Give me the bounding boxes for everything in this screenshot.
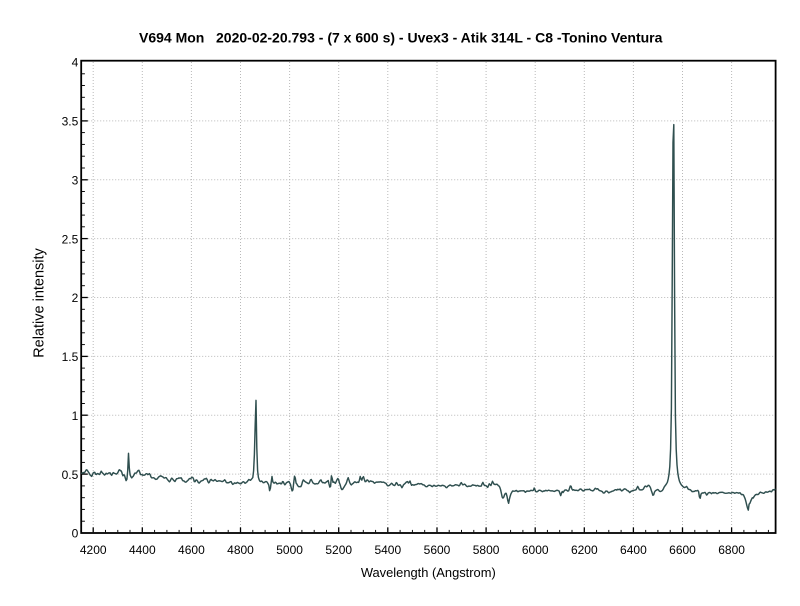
svg-text:5000: 5000: [276, 543, 303, 557]
svg-text:6400: 6400: [620, 543, 647, 557]
svg-text:4: 4: [72, 56, 79, 70]
svg-text:6000: 6000: [522, 543, 549, 557]
svg-text:5400: 5400: [374, 543, 401, 557]
svg-text:4600: 4600: [178, 543, 205, 557]
svg-text:2.5: 2.5: [62, 232, 79, 246]
svg-text:0.5: 0.5: [62, 468, 79, 482]
svg-text:3.5: 3.5: [62, 115, 79, 129]
svg-text:6800: 6800: [718, 543, 745, 557]
svg-text:5200: 5200: [325, 543, 352, 557]
svg-text:Relative intensity: Relative intensity: [32, 247, 48, 357]
svg-text:V694 Mon 2020-02-20.793 - (7: V694 Mon 2020-02-20.793 - (7 x 600 s) - …: [139, 29, 663, 45]
svg-text:Wavelength (Angstrom): Wavelength (Angstrom): [361, 565, 496, 580]
svg-text:4400: 4400: [129, 543, 156, 557]
svg-text:1: 1: [72, 409, 79, 423]
svg-text:4800: 4800: [227, 543, 254, 557]
svg-text:6200: 6200: [571, 543, 598, 557]
svg-text:2: 2: [72, 291, 79, 305]
svg-text:5800: 5800: [473, 543, 500, 557]
svg-text:0: 0: [72, 527, 79, 541]
svg-text:6600: 6600: [669, 543, 696, 557]
svg-text:4200: 4200: [80, 543, 107, 557]
svg-text:3: 3: [72, 173, 79, 187]
svg-text:1.5: 1.5: [62, 350, 79, 364]
svg-text:5600: 5600: [424, 543, 451, 557]
